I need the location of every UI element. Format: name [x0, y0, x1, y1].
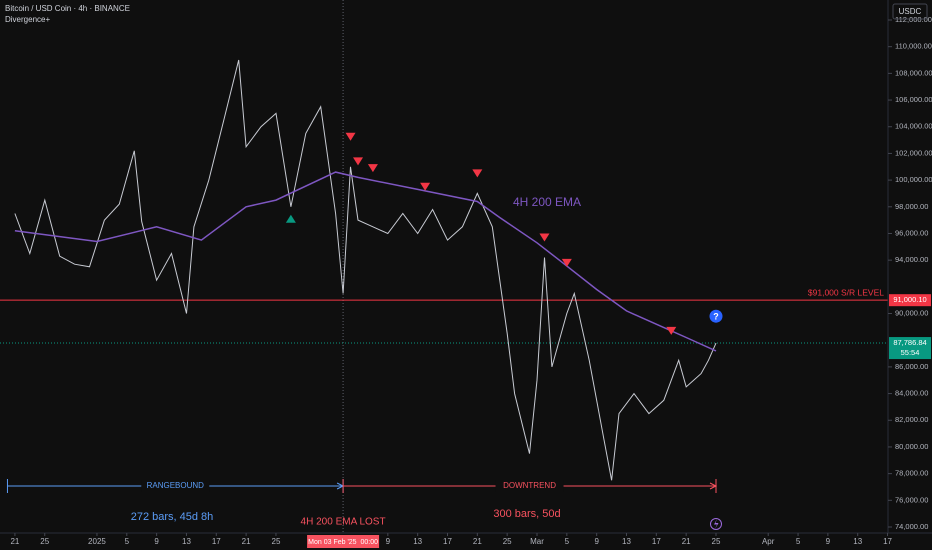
- bullish-signal: [285, 214, 296, 223]
- x-tick-label: Mar: [530, 537, 544, 546]
- replay-icon-bolt: [714, 519, 719, 529]
- y-tick-label: 90,000.00: [895, 309, 928, 318]
- current-price-box: [889, 337, 931, 360]
- replay-icon: [710, 518, 722, 530]
- y-tick-label: 100,000.00: [895, 175, 932, 184]
- x-tick-label: 17: [212, 537, 221, 546]
- y-tick-label: 106,000.00: [895, 95, 932, 104]
- x-tick-label: 13: [853, 537, 862, 546]
- indicator-name: Divergence+: [5, 15, 50, 24]
- x-tick-label: 5: [125, 537, 130, 546]
- plot-area: $91,000 S/R LEVEL 4H 200 EMA? RANGEBOUND 27…: [0, 0, 888, 533]
- x-tick-label: 5: [565, 537, 570, 546]
- ema-label: 4H 200 EMA: [513, 195, 581, 209]
- bearish-signal: [539, 233, 550, 242]
- bearish-signal: [666, 326, 677, 335]
- ema-line: [14, 171, 717, 352]
- y-tick-label: 86,000.00: [895, 362, 928, 371]
- crosshair-note: 4H 200 EMA LOST: [301, 517, 386, 528]
- y-tick-label: 104,000.00: [895, 122, 932, 131]
- x-tick-label: 25: [272, 537, 281, 546]
- x-tick-label: 21: [473, 537, 482, 546]
- x-tick-label: 2025: [88, 537, 106, 546]
- bearish-signal: [367, 164, 378, 173]
- y-tick-label: 80,000.00: [895, 442, 928, 451]
- crosshair-date: Mon 03 Feb '25 00:00: [308, 539, 378, 546]
- x-tick-label: 21: [10, 537, 19, 546]
- x-tick-label: 21: [682, 537, 691, 546]
- x-tick-label: 25: [40, 537, 49, 546]
- range-name: DOWNTREND: [503, 481, 556, 490]
- x-tick-label: 25: [712, 537, 721, 546]
- countdown: 55:54: [901, 348, 920, 357]
- y-tick-label: 108,000.00: [895, 68, 932, 77]
- bearish-signal: [353, 157, 363, 166]
- x-tick-label: 9: [594, 537, 599, 546]
- range-label-bg: [495, 480, 564, 492]
- x-tick-label: 13: [182, 537, 191, 546]
- x-tick-label: 13: [413, 537, 422, 546]
- crosshair-date-box: [307, 535, 380, 548]
- y-tick-label: 110,000.00: [895, 42, 932, 51]
- y-tick-label: 98,000.00: [895, 202, 928, 211]
- range-label-bg: [141, 480, 210, 492]
- y-tick-label: 102,000.00: [895, 148, 932, 157]
- y-tick-label: 94,000.00: [895, 255, 928, 264]
- y-tick-label: 74,000.00: [895, 522, 928, 531]
- bearish-signal: [561, 258, 572, 267]
- currency-box[interactable]: [892, 3, 928, 20]
- x-tick-label: 25: [503, 537, 512, 546]
- sr-price-box: [889, 294, 931, 307]
- x-tick-label: 13: [622, 537, 631, 546]
- x-tick-label: 21: [242, 537, 251, 546]
- y-tick-label: 96,000.00: [895, 228, 928, 237]
- y-tick-label: 76,000.00: [895, 495, 928, 504]
- x-tick-label: 5: [796, 537, 801, 546]
- x-tick-label: 17: [652, 537, 661, 546]
- price-axis-panel: [888, 0, 932, 550]
- x-tick-label: 9: [154, 537, 159, 546]
- sr-level-label: $91,000 S/R LEVEL: [808, 287, 884, 297]
- x-tick-label: 17: [443, 537, 452, 546]
- bearish-signal: [420, 182, 431, 191]
- y-tick-label: 84,000.00: [895, 389, 928, 398]
- range-arrow: [709, 482, 718, 490]
- alert-signal: [709, 309, 723, 323]
- x-tick-label: 17: [883, 537, 892, 546]
- x-tick-label: 9: [826, 537, 831, 546]
- alert-icon: ?: [713, 312, 719, 322]
- range-stats: 272 bars, 45d 8h: [131, 511, 214, 523]
- sr-price-label: 91,000.10: [893, 295, 926, 304]
- range-name: RANGEBOUND: [147, 481, 205, 490]
- bearish-signal: [472, 169, 483, 178]
- y-tick-label: 78,000.00: [895, 469, 928, 478]
- currency[interactable]: USDC: [899, 7, 922, 16]
- x-tick-label: 9: [386, 537, 391, 546]
- bearish-signal: [345, 132, 356, 141]
- chart-title: Bitcoin / USD Coin · 4h · BINANCE: [5, 4, 130, 13]
- y-tick-label: 82,000.00: [895, 415, 928, 424]
- current-price-label: 87,786.84: [893, 338, 926, 347]
- price-line: [14, 59, 717, 481]
- range-stats: 300 bars, 50d: [493, 508, 560, 520]
- x-tick-label: Apr: [762, 537, 775, 546]
